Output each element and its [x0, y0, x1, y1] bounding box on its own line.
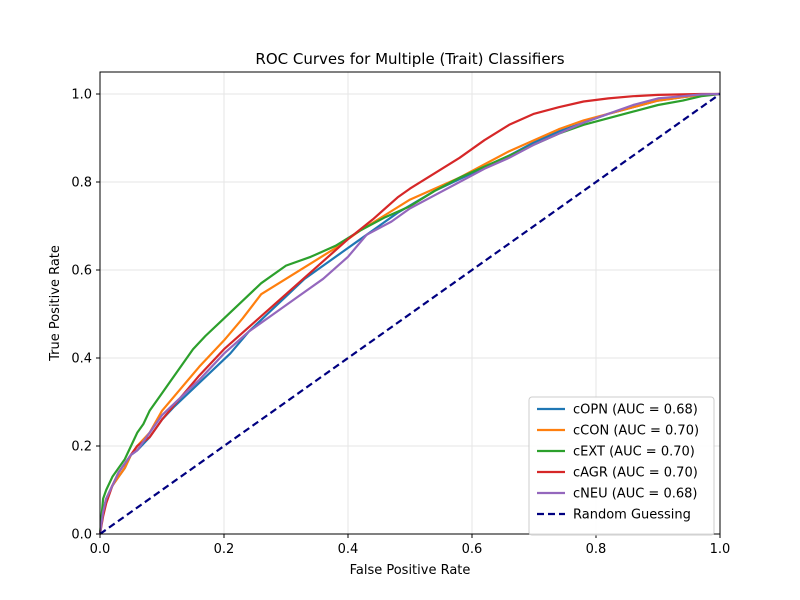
legend-label: Random Guessing	[573, 508, 691, 523]
y-tick-label: 0.0	[71, 528, 92, 543]
x-tick-label: 1.0	[710, 542, 731, 557]
x-tick-label: 0.8	[586, 542, 607, 557]
roc-series-line-4	[98, 92, 721, 535]
grid-layer	[99, 72, 721, 535]
y-tick-label: 1.0	[71, 88, 92, 103]
x-tick-label: 0.2	[214, 542, 235, 557]
y-tick-label: 0.8	[71, 176, 92, 191]
legend-label: cNEU (AUC = 0.68)	[573, 487, 697, 502]
legend-label: cOPN (AUC = 0.68)	[573, 403, 698, 418]
series-layer	[98, 92, 721, 535]
x-axis-label: False Positive Rate	[350, 563, 471, 578]
legend-box	[528, 396, 715, 536]
y-axis-label: True Positive Rate	[48, 245, 63, 362]
legend-label: cCON (AUC = 0.70)	[573, 424, 699, 439]
y-tick-label: 0.6	[71, 264, 92, 279]
legend-label: cAGR (AUC = 0.70)	[573, 466, 698, 481]
x-tick-label: 0.4	[338, 542, 359, 557]
legend: cOPN (AUC = 0.68) cCON (AUC = 0.70) cEXT (…	[528, 396, 715, 536]
y-tick-label: 0.2	[71, 440, 92, 455]
y-tick-label: 0.4	[71, 352, 92, 367]
tick-layer: 0.0 0.2 0.4 0.6 0.8 1.0 0.0 0.2 0.4 0.6 0.8 1.0	[71, 88, 730, 558]
roc-series-line-2	[98, 92, 721, 535]
roc-series-line-5	[99, 93, 721, 535]
x-tick-label: 0.6	[462, 542, 483, 557]
legend-label: cEXT (AUC = 0.70)	[573, 445, 695, 460]
chart-title: ROC Curves for Multiple (Trait) Classifi…	[255, 50, 564, 68]
x-tick-label: 0.0	[90, 542, 111, 557]
plot-frame	[99, 71, 721, 535]
